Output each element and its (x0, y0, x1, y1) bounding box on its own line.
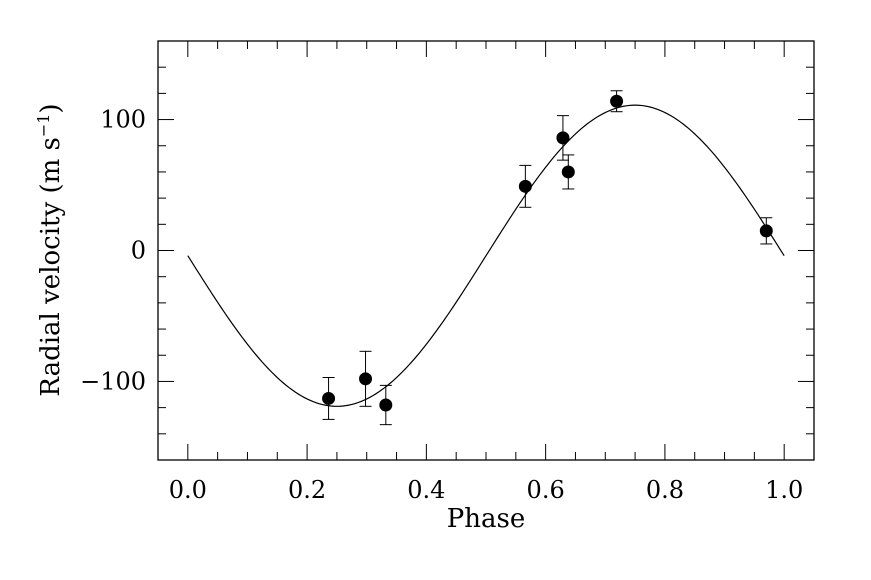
data-marker (759, 224, 773, 238)
x-axis-ticks: 0.0 0.2 0.4 0.6 0.8 1.0 (169, 41, 803, 504)
y-axis-ticks: −100 0 100 (80, 66, 814, 435)
y-tick-label: 100 (100, 106, 146, 134)
y-axis-label: Radial velocity (m s−1) (34, 103, 66, 396)
data-point (322, 377, 336, 420)
data-marker (610, 94, 624, 108)
data-marker (379, 398, 393, 412)
data-points-group (322, 90, 773, 426)
data-point (518, 164, 532, 208)
data-marker (561, 165, 575, 179)
x-tick-label: 0.8 (646, 476, 684, 504)
plot-frame (157, 40, 815, 461)
data-marker (322, 391, 336, 405)
x-tick-label: 0.6 (527, 476, 565, 504)
data-point (561, 154, 575, 190)
y-axis-label-main: Radial velocity (m s (36, 137, 66, 396)
data-marker (518, 179, 532, 193)
y-axis-label-close: ) (36, 103, 66, 113)
x-tick-label: 0.4 (407, 476, 445, 504)
data-point (379, 384, 393, 426)
data-marker (359, 372, 373, 386)
fit-curve (187, 104, 785, 407)
data-marker (556, 131, 570, 145)
x-tick-label: 0.2 (288, 476, 326, 504)
x-tick-label: 0.0 (169, 476, 207, 504)
data-point (556, 115, 570, 161)
y-tick-label: −100 (80, 367, 146, 395)
x-tick-label: 1.0 (765, 476, 803, 504)
data-point (759, 217, 773, 245)
data-point (610, 90, 624, 113)
fit-curve-group (187, 104, 785, 407)
y-tick-label: 0 (131, 237, 146, 265)
plot-border (157, 40, 815, 461)
data-point (359, 350, 373, 407)
x-axis-label: Phase (447, 504, 525, 534)
y-axis-label-superscript: −1 (34, 114, 53, 138)
